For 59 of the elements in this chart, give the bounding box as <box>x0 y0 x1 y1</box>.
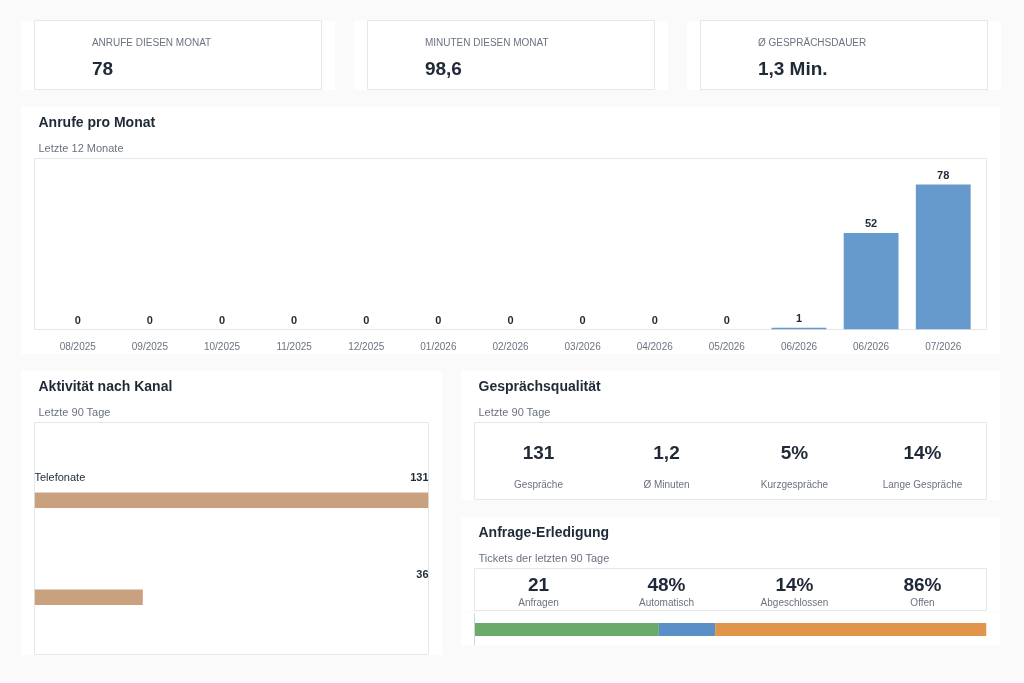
text: Anfrage-Erledigung <box>478 523 610 540</box>
text: Anfragen <box>518 597 559 609</box>
data-label: 0 <box>218 313 226 326</box>
text: 78 <box>91 57 114 79</box>
x-tick-label: 05/2026 <box>708 340 746 352</box>
text: Ø Minuten <box>643 479 690 491</box>
text: 21 <box>527 574 550 596</box>
text: Kurzgespräche <box>760 479 829 491</box>
text: Lange Gespräche <box>882 479 963 491</box>
chart-subtitle: Letzte 12 Monate <box>38 141 124 154</box>
data-label: 0 <box>579 313 586 326</box>
text: 48% <box>647 574 686 596</box>
x-tick-label: 04/2026 <box>636 340 674 352</box>
data-label: 0 <box>435 313 442 326</box>
text: Offen <box>910 597 935 609</box>
data-label: 36 <box>416 567 429 580</box>
text: Automatisch <box>638 597 695 609</box>
data-label: 0 <box>723 313 730 326</box>
x-tick-label: 12/2025 <box>348 340 385 352</box>
x-tick-label: 06/2026 <box>853 340 890 352</box>
text: ANRUFE DIESEN MONAT <box>91 37 212 49</box>
x-tick-label: 03/2026 <box>564 340 602 352</box>
data-label: 0 <box>651 313 658 326</box>
data-label: 0 <box>363 313 370 326</box>
x-tick-label: 10/2025 <box>203 340 241 352</box>
text: Ø GESPRÄCHSDAUER <box>757 37 867 49</box>
x-tick-label: 09/2025 <box>131 340 169 352</box>
x-tick-label: 06/2026 <box>780 340 818 352</box>
y-tick-label: Telefonate <box>34 470 86 483</box>
x-tick-label: 08/2025 <box>59 340 97 352</box>
x-tick-label: 02/2026 <box>492 340 530 352</box>
data-label: 0 <box>507 313 514 326</box>
text: Gesprächsqualität <box>478 377 601 394</box>
data-label: 131 <box>410 470 429 483</box>
x-tick-label: 01/2026 <box>420 340 457 352</box>
data-label: 0 <box>146 313 153 326</box>
text: 14% <box>775 574 814 596</box>
text: 1,3 Min. <box>757 57 828 79</box>
x-tick-label: 07/2026 <box>925 340 962 352</box>
chart-title: Anrufe pro Monat <box>38 113 156 130</box>
chart-subtitle: Letzte 90 Tage <box>38 405 111 418</box>
data-label: 0 <box>291 313 298 326</box>
text: 98,6 <box>424 57 462 79</box>
data-label: 78 <box>937 168 950 181</box>
text: Gespräche <box>514 479 564 491</box>
text: Letzte 90 Tage <box>478 405 551 418</box>
text: Abgeschlossen <box>760 597 829 609</box>
data-label: 0 <box>74 313 81 326</box>
text: Tickets der letzten 90 Tage <box>478 551 610 564</box>
data-label: 1 <box>795 311 803 324</box>
text: 14% <box>903 441 942 463</box>
text: 1,2 <box>653 441 680 463</box>
x-tick-label: 11/2025 <box>276 340 313 352</box>
data-label: 52 <box>864 217 878 230</box>
chart-title: Aktivität nach Kanal <box>38 377 173 394</box>
text: MINUTEN DIESEN MONAT <box>424 37 549 49</box>
text: 5% <box>780 441 809 463</box>
text: 86% <box>903 574 942 596</box>
text: 131 <box>522 441 555 463</box>
